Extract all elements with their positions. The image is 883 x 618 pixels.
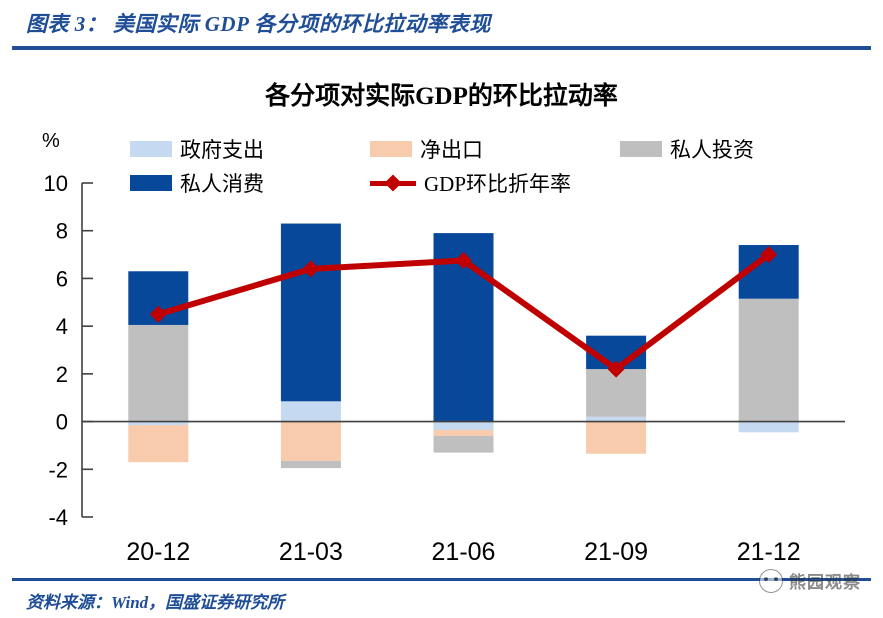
legend-swatch-private-consumption [130, 175, 172, 191]
figure-label: 图表 3： [26, 12, 108, 36]
x-axis-tick-label: 21-03 [279, 538, 343, 566]
bar-segment [280, 223, 341, 402]
bar-segment [128, 324, 189, 422]
chart-plot-area: -4 -2 0 2 4 6 8 10 20-12 21-03 21-06 21-09 21-12 [44, 171, 845, 566]
legend-swatch-government-spending [130, 141, 172, 157]
legend-item-private-consumption[interactable]: 私人消费 [130, 168, 370, 198]
y-axis-tick-label: 2 [56, 362, 68, 387]
watermark: 熊园观察 [759, 568, 861, 593]
bar-segment [433, 429, 494, 436]
y-axis-tick-label: 4 [56, 314, 68, 339]
gdp-line-marker [760, 246, 778, 264]
y-axis-unit-label: % [42, 130, 60, 152]
x-axis-tick-label: 21-12 [737, 538, 801, 566]
bar-segment [433, 421, 494, 430]
legend-swatch-net-exports [370, 141, 412, 157]
bar-segment [128, 421, 189, 426]
x-axis-tick-label: 21-06 [432, 538, 496, 566]
chart-title: 各分项对实际GDP的环比拉动率 [265, 83, 618, 110]
legend-label-net-exports: 净出口 [420, 138, 483, 162]
title-divider [12, 46, 871, 50]
bar-segment [586, 421, 647, 454]
figure-title-text: 美国实际 GDP 各分项的环比拉动率表现 [113, 12, 491, 36]
y-axis-tick-label: -2 [48, 457, 68, 482]
legend-item-net-exports[interactable]: 净出口 [370, 134, 620, 164]
gdp-line-marker [149, 305, 167, 323]
legend-label-private-consumption: 私人消费 [180, 172, 264, 196]
legend-item-gdp-qoq-annualized[interactable]: GDP环比折年率 [370, 168, 620, 198]
y-axis-tick-label: -4 [48, 505, 68, 530]
bar-segment [433, 435, 494, 453]
bar-segment [128, 425, 189, 463]
footer-divider [12, 578, 871, 581]
figure-title: 图表 3： 美国实际 GDP 各分项的环比拉动率表现 [26, 8, 491, 38]
bar-segment [586, 416, 647, 422]
legend-item-government-spending[interactable]: 政府支出 [130, 134, 370, 164]
x-axis-tick-label: 21-09 [584, 538, 648, 566]
bar-segment [280, 421, 341, 461]
y-axis-tick-label: 0 [56, 410, 68, 435]
legend-swatch-private-investment [620, 141, 662, 157]
gdp-line-marker [607, 360, 625, 378]
legend-row-1: 政府支出 净出口 私人投资 [130, 132, 830, 166]
legend-label-gdp-qoq-annualized: GDP环比折年率 [424, 172, 572, 196]
x-axis-tick-label: 20-12 [126, 538, 190, 566]
y-axis-tick-label: 6 [56, 266, 68, 291]
y-axis-tick-label: 10 [44, 171, 68, 196]
bar-segment [280, 460, 341, 469]
legend-item-private-investment[interactable]: 私人投资 [620, 134, 830, 164]
legend-line-marker-icon [370, 174, 416, 192]
legend-row-2: 私人消费 GDP环比折年率 [130, 166, 830, 200]
chart-container: 各分项对实际GDP的环比拉动率 % 政府支出 净出口 私人投资 私人消费 [0, 52, 883, 572]
bar-segment [738, 298, 799, 422]
y-axis-tick-label: 8 [56, 219, 68, 244]
chart-legend: 政府支出 净出口 私人投资 私人消费 GDP环比折年率 [130, 132, 830, 200]
bar-segment [738, 421, 799, 433]
legend-label-private-investment: 私人投资 [670, 138, 754, 162]
bar-segment [280, 401, 341, 422]
panda-logo-icon [759, 568, 783, 593]
gdp-line-marker [302, 260, 320, 278]
source-note: 资料来源：Wind，国盛证券研究所 [26, 593, 285, 612]
watermark-text: 熊园观察 [789, 573, 861, 592]
legend-label-government-spending: 政府支出 [180, 138, 264, 162]
